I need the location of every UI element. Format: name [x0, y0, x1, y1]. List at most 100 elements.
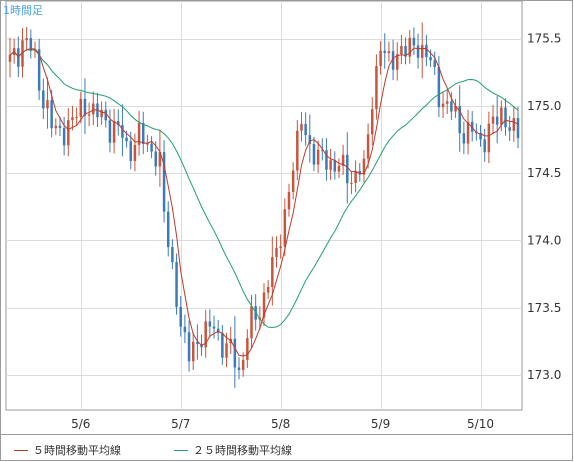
y-tick-label: 173.5 — [527, 301, 561, 315]
candle-body — [29, 38, 33, 51]
candle-body — [8, 55, 12, 62]
ma5-swatch — [14, 449, 28, 451]
candle-body — [100, 109, 103, 118]
candle-body — [271, 257, 274, 288]
candle-body — [246, 338, 249, 360]
candle-body — [275, 247, 278, 258]
candle-body — [437, 67, 441, 108]
candle-body — [37, 49, 41, 91]
candle-body — [412, 37, 416, 46]
candle-body — [387, 51, 391, 54]
candle-body — [341, 154, 345, 166]
candle-body — [395, 54, 399, 70]
candle-body — [379, 50, 382, 66]
candle-body — [321, 149, 324, 151]
candle-body — [425, 44, 428, 58]
candle-body — [429, 57, 432, 61]
candle-body — [241, 359, 245, 371]
candle-body — [495, 116, 499, 125]
candle-body — [221, 332, 224, 358]
candle-body — [400, 45, 403, 55]
candle-body — [58, 125, 62, 129]
candle-body — [117, 121, 120, 126]
candle-body — [445, 101, 449, 104]
candle-body — [129, 141, 133, 161]
candle-body — [75, 116, 78, 118]
candle-body — [166, 211, 170, 248]
candle-body — [287, 192, 291, 210]
candlestick-series — [8, 22, 520, 388]
candle-body — [458, 106, 461, 134]
candle-body — [262, 292, 266, 318]
candle-body — [225, 343, 228, 358]
candle-body — [50, 100, 53, 129]
candle-body — [162, 152, 166, 212]
candle-body — [42, 90, 45, 109]
candle-body — [308, 135, 312, 144]
candle-body — [17, 48, 20, 67]
candle-body — [183, 326, 187, 333]
candle-body — [108, 120, 112, 143]
candle-body — [62, 128, 66, 146]
candle-body — [92, 103, 95, 115]
candle-body — [433, 60, 436, 68]
candle-body — [337, 165, 341, 172]
candle-body — [54, 125, 58, 129]
y-tick-label: 175.5 — [527, 32, 561, 46]
candle-body — [454, 106, 457, 112]
candle-body — [67, 120, 70, 146]
candle-body — [312, 143, 316, 165]
candle-body — [291, 170, 295, 193]
ma25-line — [9, 49, 519, 329]
candle-body — [112, 121, 116, 143]
candle-body — [354, 170, 357, 183]
x-tick-label: 5/6 — [71, 417, 90, 431]
candle-body — [512, 118, 516, 131]
candle-body — [441, 103, 445, 108]
candle-body — [516, 118, 520, 139]
candle-body — [450, 101, 453, 112]
candle-body — [175, 262, 178, 307]
candle-body — [383, 50, 387, 54]
candle-body — [191, 341, 195, 362]
legend-item-ma5: ５時間移動平均線 — [14, 442, 121, 458]
candle-body — [171, 247, 174, 263]
candle-body — [391, 51, 395, 70]
candle-body — [283, 209, 287, 247]
candle-body — [141, 122, 145, 145]
candle-body — [466, 121, 470, 144]
candle-body — [196, 341, 199, 345]
y-tick-label: 173.0 — [527, 368, 561, 382]
candle-body — [133, 144, 137, 161]
y-tick-label: 174.5 — [527, 166, 561, 180]
candle-body — [462, 133, 466, 144]
candle-body — [491, 116, 495, 124]
candle-body — [329, 160, 332, 170]
candle-body — [304, 124, 307, 136]
candle-body — [508, 127, 511, 131]
candle-body — [504, 107, 507, 128]
candle-body — [121, 125, 124, 138]
candle-body — [150, 143, 153, 152]
plot-area — [5, 0, 523, 411]
candle-body — [500, 107, 503, 125]
candle-body — [371, 109, 374, 135]
candle-body — [21, 40, 24, 67]
candle-body — [154, 151, 157, 167]
ma5-line — [9, 47, 519, 357]
legend: ５時間移動平均線 ２５時間移動平均線 — [0, 434, 572, 461]
candle-body — [358, 170, 362, 175]
x-tick-label: 5/9 — [371, 417, 390, 431]
candle-body — [212, 326, 216, 329]
candle-body — [325, 150, 328, 170]
candle-body — [179, 306, 182, 327]
candle-body — [125, 137, 128, 142]
candle-body — [483, 139, 486, 153]
chart-title: 1時間足 — [3, 4, 43, 17]
candle-body — [333, 160, 337, 172]
candle-body — [204, 321, 207, 348]
candle-body — [350, 182, 353, 184]
candle-body — [375, 65, 378, 110]
candle-body — [233, 338, 237, 368]
